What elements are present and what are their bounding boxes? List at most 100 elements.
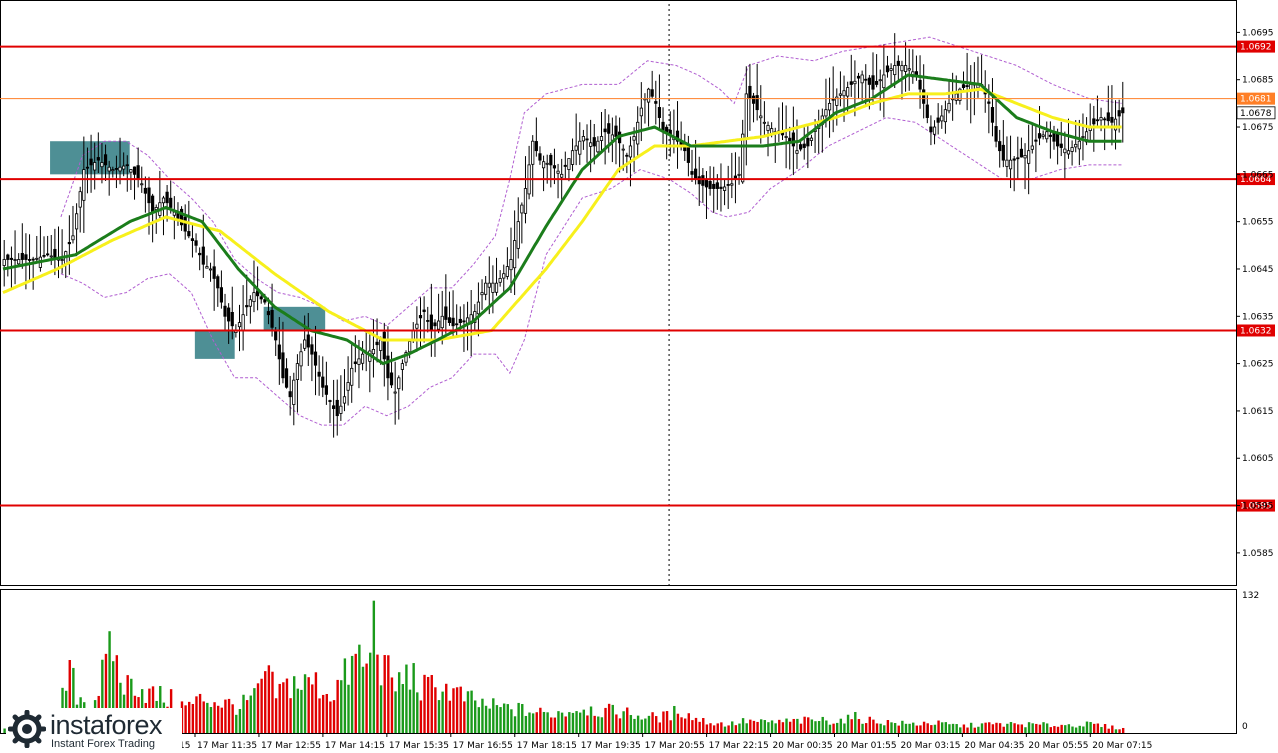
candle-body [513, 240, 517, 269]
volume-bar [206, 702, 209, 733]
candle-body [484, 282, 488, 295]
candle-body [867, 77, 871, 85]
candle-body [1070, 147, 1074, 152]
candle-body [1113, 118, 1118, 131]
candle-body [712, 183, 716, 189]
signal-box [194, 330, 235, 359]
y-tick-label: 1.0605 [1242, 454, 1274, 464]
volume-bar [774, 723, 777, 733]
volume-bar [448, 700, 452, 733]
candle-body [198, 252, 202, 256]
candle-body [375, 341, 379, 346]
candle-body [201, 246, 205, 265]
candle-body [1110, 116, 1114, 123]
candle-body [932, 126, 937, 135]
volume-bar [626, 707, 629, 733]
volume-bar [752, 720, 756, 733]
candle-body [545, 162, 549, 165]
candle-body [85, 166, 90, 169]
volume-bar [289, 698, 292, 733]
candle-body [382, 331, 386, 360]
volume-bar [669, 720, 672, 733]
volume-bar [640, 719, 643, 733]
volume-bar [1056, 726, 1060, 733]
candle-body [751, 95, 756, 104]
candle-body [563, 164, 567, 167]
candle-body [404, 352, 408, 363]
volume-bar [897, 725, 900, 733]
candle-body [426, 320, 430, 322]
candle-body [89, 158, 93, 166]
candle-body [549, 154, 553, 166]
volume-bar [727, 725, 730, 733]
candle-body [379, 339, 383, 351]
candle-body [35, 257, 39, 260]
candle-body [531, 140, 535, 165]
volume-bar [658, 722, 662, 733]
candle-body [303, 339, 307, 349]
volume-bar [426, 676, 430, 733]
candle-body [943, 109, 948, 123]
candle-body [462, 320, 466, 323]
candle-body [447, 317, 452, 324]
volume-bar [655, 716, 658, 733]
volume-bar [922, 721, 926, 733]
volume-bar [311, 684, 314, 733]
price-level-label-box [1237, 92, 1275, 105]
candle-body [1041, 134, 1045, 137]
candle-body [455, 323, 459, 326]
volume-bar [68, 660, 71, 733]
volume-bar [1024, 727, 1027, 733]
candle-body [245, 305, 249, 308]
volume-bar [390, 677, 394, 733]
candle-body [219, 287, 223, 303]
candle-body [755, 95, 759, 111]
candle-body [998, 141, 1002, 152]
candle-body [842, 90, 846, 97]
volume-bar [325, 693, 328, 733]
candle-body [694, 168, 698, 180]
volume-bar [980, 723, 984, 733]
candle-body [502, 273, 506, 279]
candle-body [274, 330, 278, 341]
volume-bar [560, 712, 564, 733]
candle-body [574, 145, 578, 151]
volume-bar [857, 719, 861, 733]
volume-bar [629, 715, 633, 733]
candle-body [918, 79, 922, 90]
y-tick-label: 1.0635 [1242, 312, 1274, 322]
volume-bar [524, 715, 528, 733]
candle-body [1008, 159, 1013, 170]
volume-bar [423, 674, 426, 733]
volume-bar [303, 674, 307, 733]
volume-bar [358, 644, 361, 733]
price-panel [0, 0, 1237, 733]
volume-bar [785, 718, 788, 733]
volume-bar [966, 727, 969, 733]
candle-body [628, 145, 633, 158]
volume-bar [235, 714, 238, 733]
volume-bar [712, 725, 716, 733]
volume-bar [716, 723, 719, 733]
volume-bar [988, 722, 991, 733]
candle-body [701, 175, 705, 186]
volume-bar [437, 700, 441, 733]
candle-body [878, 79, 882, 82]
candle-body [748, 85, 752, 100]
candle-body [1048, 134, 1052, 137]
volume-bar [781, 722, 785, 733]
volume-bar [893, 723, 897, 733]
candle-body [657, 107, 662, 118]
candle-body [759, 115, 763, 119]
candle-body [96, 157, 100, 161]
volume-bar [535, 712, 538, 733]
candle-body [342, 396, 347, 404]
volume-bar [321, 694, 325, 733]
volume-bar [589, 706, 593, 733]
candle-body [332, 405, 336, 409]
y-tick-label: 1.0615 [1242, 407, 1274, 417]
volume-bar [850, 719, 853, 733]
candle-body [762, 121, 767, 124]
candle-body [835, 96, 839, 106]
